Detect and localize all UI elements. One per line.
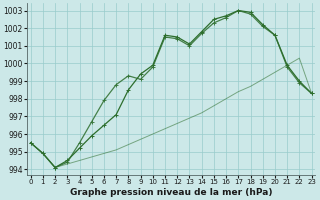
X-axis label: Graphe pression niveau de la mer (hPa): Graphe pression niveau de la mer (hPa) bbox=[70, 188, 272, 197]
